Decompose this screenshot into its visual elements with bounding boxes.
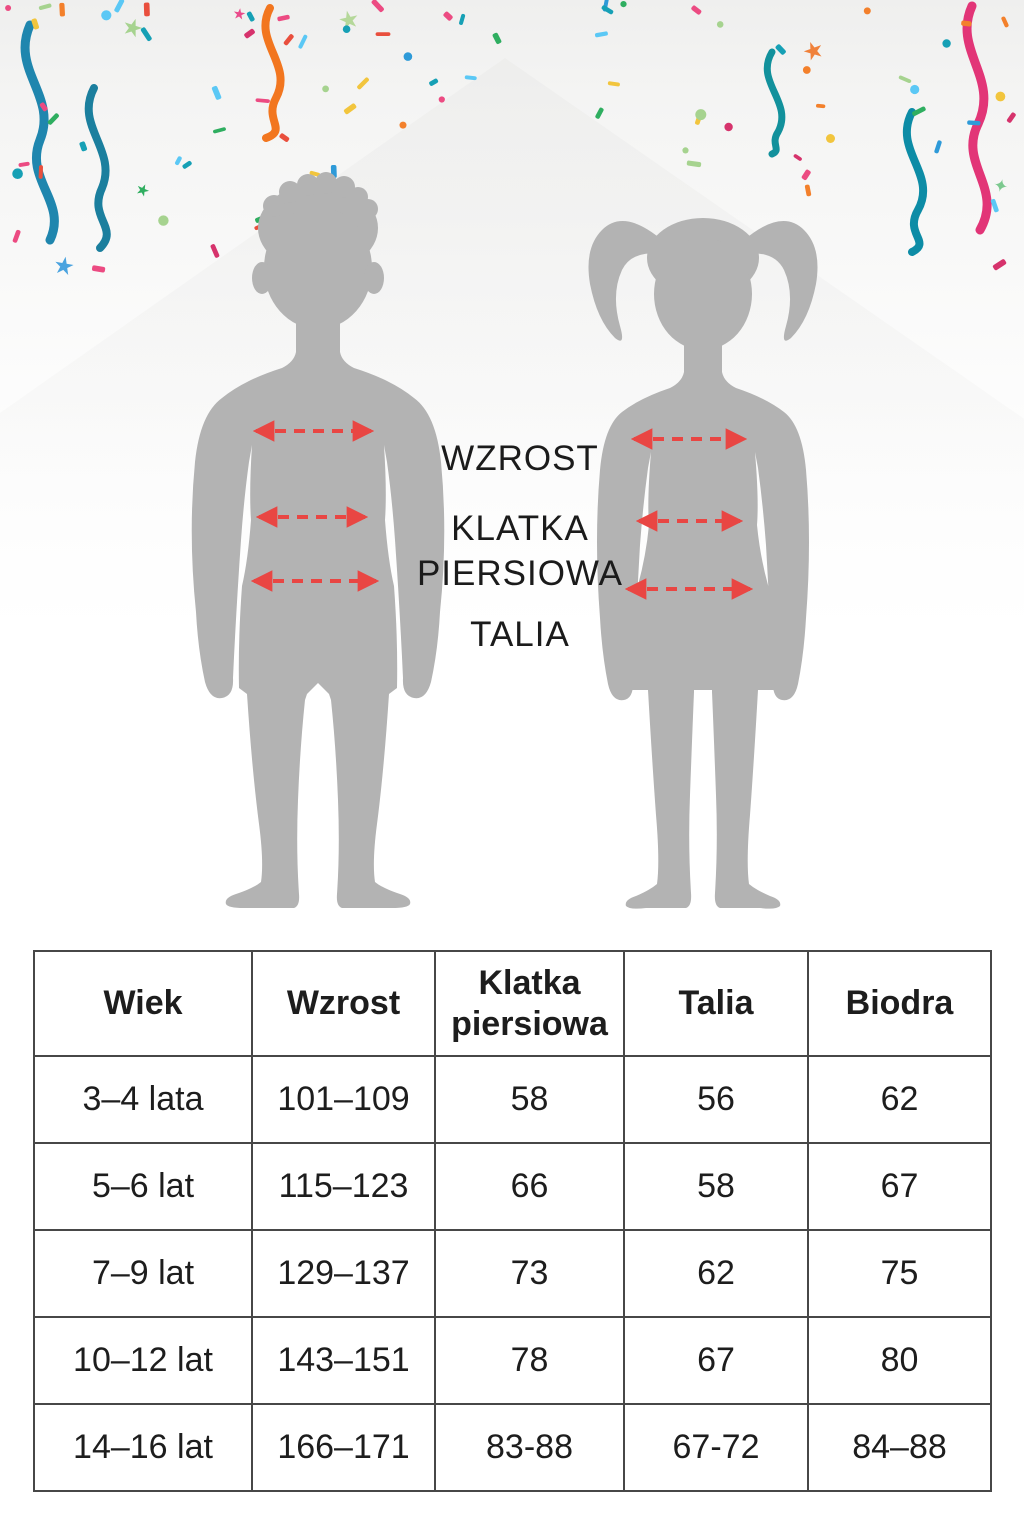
table-cell: 58: [434, 1055, 625, 1144]
table-cell: 78: [434, 1316, 625, 1405]
size-table: Wiek Wzrost Klatka piersiowa Talia Biodr…: [33, 950, 992, 1492]
table-cell: 143–151: [251, 1316, 436, 1405]
table-cell: 62: [623, 1229, 809, 1318]
table-cell: 56: [623, 1055, 809, 1144]
table-cell: 73: [434, 1229, 625, 1318]
table-cell: 80: [807, 1316, 992, 1405]
table-cell: 14–16 lat: [33, 1403, 253, 1492]
table-header-klatka: Klatka piersiowa: [434, 950, 625, 1057]
table-cell: 67-72: [623, 1403, 809, 1492]
table-header-wiek: Wiek: [33, 950, 253, 1057]
table-header-biodra: Biodra: [807, 950, 992, 1057]
table-cell: 101–109: [251, 1055, 436, 1144]
table-cell: 62: [807, 1055, 992, 1144]
table-cell: 67: [807, 1142, 992, 1231]
table-cell: 3–4 lata: [33, 1055, 253, 1144]
table-cell: 129–137: [251, 1229, 436, 1318]
table-cell: 83-88: [434, 1403, 625, 1492]
table-header-wzrost: Wzrost: [251, 950, 436, 1057]
table-cell: 5–6 lat: [33, 1142, 253, 1231]
table-row: 7–9 lat 129–137 73 62 75: [33, 1229, 992, 1318]
table-row: 5–6 lat 115–123 66 58 67: [33, 1142, 992, 1231]
table-header-row: Wiek Wzrost Klatka piersiowa Talia Biodr…: [33, 950, 992, 1057]
label-talia: TALIA: [470, 615, 570, 654]
table-row: 3–4 lata 101–109 58 56 62: [33, 1055, 992, 1144]
table-cell: 75: [807, 1229, 992, 1318]
table-cell: 115–123: [251, 1142, 436, 1231]
table-cell: 10–12 lat: [33, 1316, 253, 1405]
table-cell: 67: [623, 1316, 809, 1405]
table-cell: 66: [434, 1142, 625, 1231]
table-cell: 7–9 lat: [33, 1229, 253, 1318]
table-header-talia: Talia: [623, 950, 809, 1057]
label-wzrost: WZROST: [441, 439, 599, 478]
table-cell: 58: [623, 1142, 809, 1231]
label-klatka-piersiowa: KLATKA PIERSIOWA: [416, 509, 624, 593]
table-cell: 84–88: [807, 1403, 992, 1492]
table-row: 10–12 lat 143–151 78 67 80: [33, 1316, 992, 1405]
table-row: 14–16 lat 166–171 83-88 67-72 84–88: [33, 1403, 992, 1492]
table-cell: 166–171: [251, 1403, 436, 1492]
